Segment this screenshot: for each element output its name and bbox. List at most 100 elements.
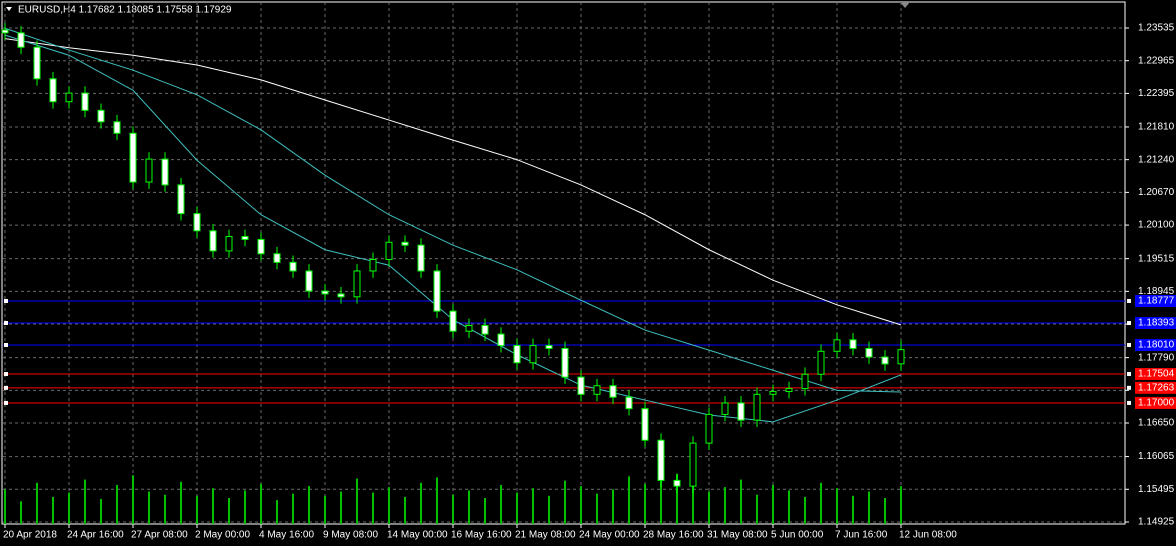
candle-body xyxy=(513,345,521,364)
candle-body xyxy=(881,356,889,365)
y-tick-label: 1.19515 xyxy=(1138,253,1175,264)
level-handle xyxy=(1127,385,1131,390)
y-tick-label: 1.23535 xyxy=(1138,23,1175,34)
level-handle xyxy=(4,342,8,347)
moving-average xyxy=(4,38,902,326)
candle-body xyxy=(177,184,185,215)
candle-body xyxy=(353,270,361,298)
x-tick-label: 24 Apr 16:00 xyxy=(67,530,124,541)
x-tick-label: 14 May 00:00 xyxy=(387,530,448,541)
level-handle xyxy=(1127,321,1131,326)
x-tick-label: 12 Jun 08:00 xyxy=(899,530,957,541)
candle-body xyxy=(609,385,617,398)
candle-body xyxy=(33,46,41,80)
y-tick-label: 1.14925 xyxy=(1138,517,1175,528)
x-tick-label: 28 May 16:00 xyxy=(643,530,704,541)
candle-body xyxy=(385,241,393,261)
candle-body xyxy=(305,270,313,292)
candle-body xyxy=(145,158,153,183)
candle-body xyxy=(193,213,201,232)
chart-title: EURUSD,H4 1.17682 1.18085 1.17558 1.1792… xyxy=(18,5,232,16)
y-tick-label: 1.20670 xyxy=(1138,187,1175,198)
candle-body xyxy=(721,402,729,415)
level-handle xyxy=(1127,400,1131,405)
candle-body xyxy=(465,324,473,332)
level-handle xyxy=(4,321,8,326)
candle-body xyxy=(1,29,9,34)
candle-body xyxy=(641,408,649,441)
menu-arrow[interactable] xyxy=(6,7,12,11)
x-tick-label: 5 Jun 00:00 xyxy=(771,530,824,541)
candle-body xyxy=(273,253,281,263)
plot-frame xyxy=(1,1,1126,525)
x-tick-label: 21 May 08:00 xyxy=(515,530,576,541)
level-label-box xyxy=(1135,368,1176,381)
candle-body xyxy=(113,121,121,134)
candle-body xyxy=(673,479,681,487)
candle-body xyxy=(433,270,441,312)
level-label-box xyxy=(1135,396,1176,409)
candle-body xyxy=(849,339,857,349)
level-label-box xyxy=(1135,338,1176,351)
candle-body xyxy=(65,92,73,103)
level-label-box xyxy=(1135,381,1176,394)
level-label: 1.18010 xyxy=(1138,340,1175,351)
level-label: 1.18777 xyxy=(1138,296,1175,307)
candle-body xyxy=(369,259,377,272)
candle-body xyxy=(593,385,601,395)
candle-body xyxy=(321,290,329,295)
y-tick-label: 1.20100 xyxy=(1138,220,1175,231)
x-tick-label: 4 May 16:00 xyxy=(259,530,314,541)
shift-marker xyxy=(900,2,910,8)
x-tick-label: 2 May 00:00 xyxy=(195,530,250,541)
level-label-box xyxy=(1135,317,1176,330)
candle-body xyxy=(801,373,809,390)
candle-body xyxy=(625,396,633,410)
x-tick-label: 20 Apr 2018 xyxy=(3,530,57,541)
y-tick-label: 1.22965 xyxy=(1138,55,1175,66)
candle-body xyxy=(705,413,713,444)
candle-body xyxy=(209,230,217,252)
x-tick-label: 24 May 00:00 xyxy=(579,530,640,541)
candle-body xyxy=(401,241,409,246)
y-tick-label: 1.15495 xyxy=(1138,484,1175,495)
candle-body xyxy=(769,390,777,395)
x-tick-label: 7 Jun 16:00 xyxy=(835,530,888,541)
level-handle xyxy=(1127,372,1131,377)
candle-body xyxy=(561,347,569,378)
candle-body xyxy=(289,261,297,272)
y-tick-label: 1.21240 xyxy=(1138,154,1175,165)
level-label: 1.17263 xyxy=(1138,382,1175,393)
level-handle xyxy=(1127,342,1131,347)
x-tick-label: 31 May 08:00 xyxy=(707,530,768,541)
candle-body xyxy=(865,347,873,358)
candle-body xyxy=(545,345,553,349)
candle-body xyxy=(897,349,905,365)
moving-average xyxy=(4,27,902,393)
candle-body xyxy=(17,32,25,48)
candle-body xyxy=(833,339,841,352)
x-tick-label: 9 May 08:00 xyxy=(323,530,378,541)
candle-body xyxy=(97,109,105,123)
candle-body xyxy=(817,350,825,375)
x-tick-label: 16 May 16:00 xyxy=(451,530,512,541)
candle-body xyxy=(225,236,233,252)
candle-body xyxy=(449,310,457,332)
candle-body xyxy=(529,345,537,364)
y-tick-label: 1.17790 xyxy=(1138,352,1175,363)
candle-body xyxy=(129,132,137,183)
y-tick-label: 1.22395 xyxy=(1138,88,1175,99)
candle-body xyxy=(417,244,425,272)
level-handle xyxy=(4,400,8,405)
candle-body xyxy=(689,442,697,487)
level-label: 1.17504 xyxy=(1138,369,1175,380)
candle-body xyxy=(497,333,505,347)
x-tick-label: 27 Apr 08:00 xyxy=(131,530,188,541)
candle-body xyxy=(577,376,585,395)
y-tick-label: 1.18945 xyxy=(1138,286,1175,297)
level-handle xyxy=(4,298,8,303)
y-tick-label: 1.16650 xyxy=(1138,418,1175,429)
level-handle xyxy=(1127,298,1131,303)
